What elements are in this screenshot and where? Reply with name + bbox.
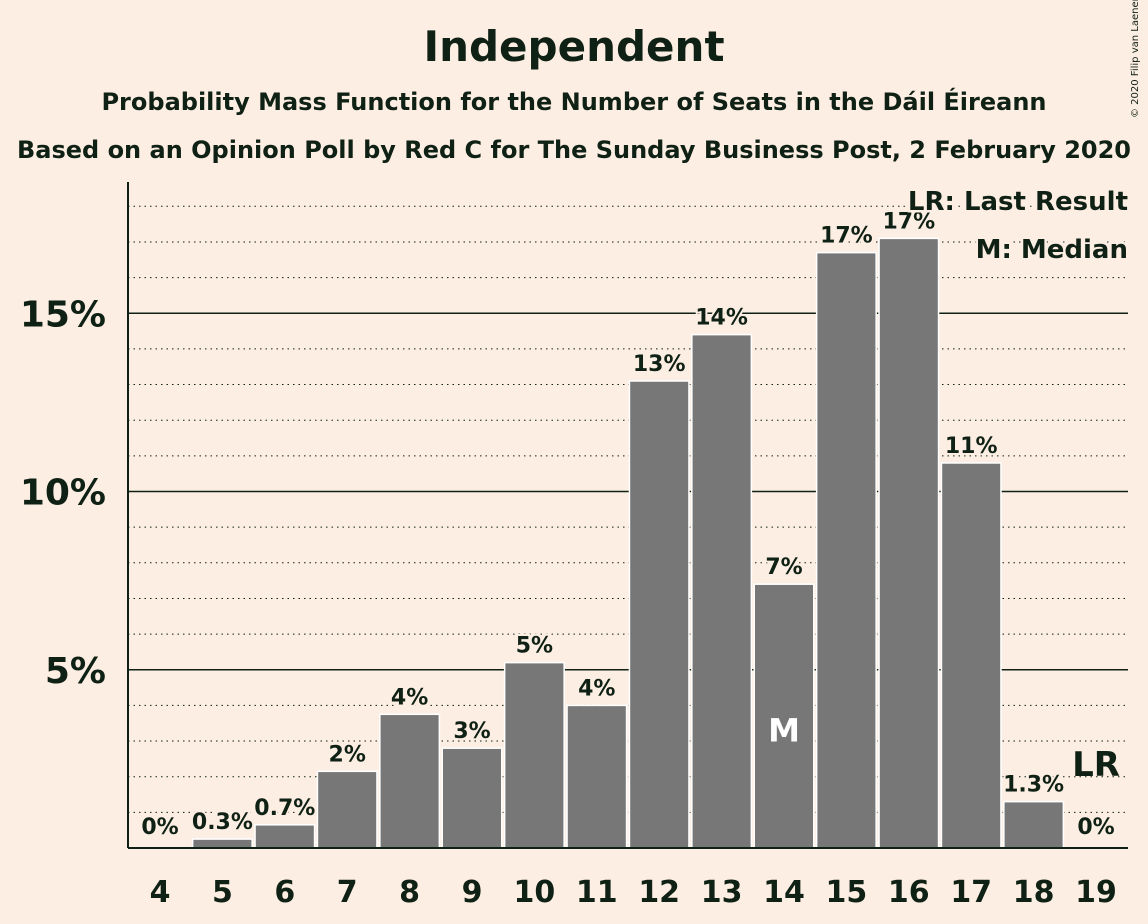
x-tick-label: 11 — [576, 875, 618, 910]
bar — [503, 661, 565, 849]
data-label: 0% — [141, 815, 178, 840]
data-label: 0% — [1077, 815, 1114, 840]
x-tick-label: 7 — [337, 875, 358, 910]
x-tick-label: 18 — [1013, 875, 1055, 910]
bar — [940, 462, 1002, 849]
bar — [1003, 800, 1065, 849]
bar — [878, 237, 940, 849]
x-tick-label: 12 — [638, 875, 680, 910]
x-tick-label: 5 — [212, 875, 233, 910]
median-marker: M — [768, 711, 800, 749]
bar — [379, 713, 441, 849]
y-tick-label: 5% — [45, 651, 106, 692]
bar — [441, 747, 503, 849]
data-label: 4% — [391, 685, 428, 710]
x-tick-label: 13 — [701, 875, 743, 910]
bar — [316, 770, 378, 849]
x-tick-label: 19 — [1075, 875, 1117, 910]
bar — [815, 251, 877, 849]
x-tick-label: 4 — [150, 875, 171, 910]
bar — [566, 704, 628, 849]
data-label: 11% — [945, 434, 998, 459]
data-label: 17% — [820, 224, 873, 249]
chart-subtitle: Probability Mass Function for the Number… — [101, 88, 1047, 116]
bar — [254, 824, 316, 849]
data-label: 13% — [633, 352, 686, 377]
x-tick-label: 10 — [514, 875, 556, 910]
x-tick-label: 14 — [763, 875, 805, 910]
data-label: 4% — [578, 676, 615, 701]
legend-entry: M: Median — [976, 235, 1128, 265]
x-tick-label: 9 — [462, 875, 483, 910]
x-tick-label: 8 — [399, 875, 420, 910]
x-tick-label: 17 — [950, 875, 992, 910]
chart-subtitle-poll: Based on an Opinion Poll by Red C for Th… — [16, 136, 1131, 164]
data-label: 0.3% — [192, 810, 253, 835]
x-tick-label: 16 — [888, 875, 930, 910]
y-tick-label: 10% — [20, 473, 106, 514]
data-label: 7% — [765, 555, 802, 580]
data-label: 17% — [882, 209, 935, 234]
bar — [691, 333, 753, 849]
x-tick-label: 15 — [826, 875, 868, 910]
data-label: 1.3% — [1003, 773, 1064, 798]
bar — [628, 380, 690, 849]
data-label: 5% — [516, 634, 553, 659]
data-label: 2% — [329, 742, 366, 767]
y-tick-label: 15% — [20, 294, 106, 335]
last-result-marker: LR — [1072, 745, 1120, 785]
bar — [191, 838, 253, 849]
x-tick-label: 6 — [274, 875, 295, 910]
data-label: 0.7% — [254, 796, 315, 821]
data-label: 3% — [453, 719, 490, 744]
data-label: 14% — [695, 306, 748, 331]
legend-entry: LR: Last Result — [908, 187, 1128, 217]
chart-title: Independent — [423, 22, 725, 71]
bar — [753, 583, 815, 849]
